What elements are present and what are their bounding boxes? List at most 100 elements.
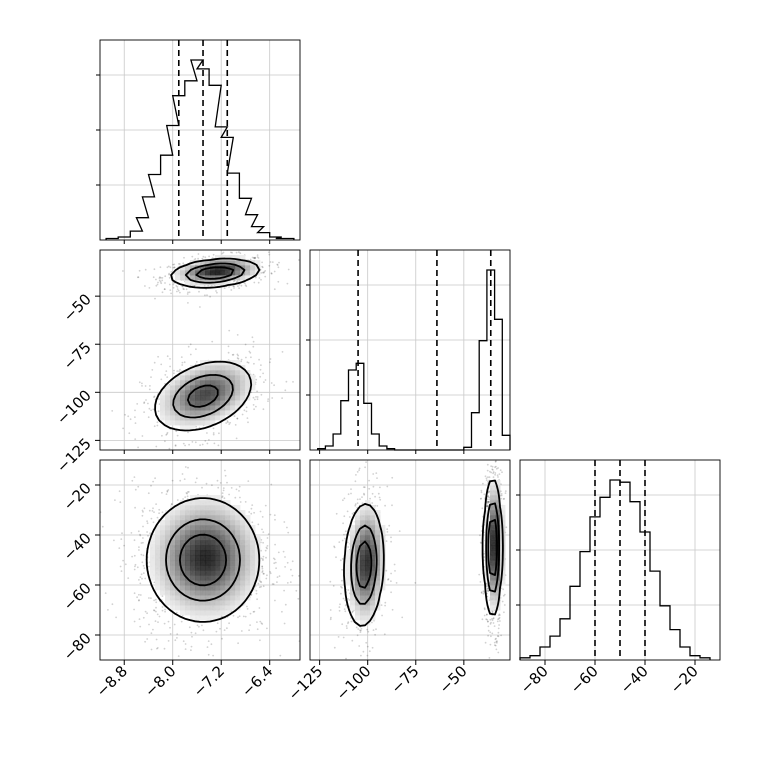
panel-frame — [519, 459, 721, 661]
sample-point — [164, 464, 166, 466]
sample-point — [260, 585, 262, 588]
sample-point — [170, 292, 173, 295]
sample-point — [201, 624, 203, 627]
density-cell — [220, 505, 226, 511]
sample-point — [215, 290, 217, 292]
density-cell — [235, 575, 241, 581]
sample-point — [138, 599, 140, 602]
density-cell — [195, 530, 201, 536]
density-cell — [235, 380, 241, 386]
sample-point — [235, 488, 238, 491]
density-cell — [250, 575, 256, 581]
sample-point — [222, 251, 225, 254]
density-cell — [170, 395, 176, 401]
density-cell — [240, 580, 246, 586]
sample-point — [494, 460, 497, 463]
sample-point — [267, 533, 270, 535]
density-cell — [250, 570, 256, 576]
density-cell — [190, 555, 196, 561]
density-cell — [180, 585, 186, 591]
density-cell — [205, 590, 211, 596]
density-cell — [225, 595, 231, 601]
density-cell — [250, 270, 256, 276]
density-cell — [190, 495, 196, 501]
density-cell — [255, 535, 261, 541]
sample-point — [157, 410, 160, 413]
density-cell — [240, 390, 246, 396]
sample-point — [343, 497, 346, 500]
density-cell — [175, 595, 181, 601]
density-cell — [165, 535, 171, 541]
density-cell — [200, 370, 206, 376]
density-cell — [185, 375, 191, 381]
sample-point — [365, 641, 368, 644]
sample-point — [224, 474, 227, 477]
sample-point — [144, 610, 147, 613]
sample-point — [497, 614, 500, 617]
sample-point — [244, 284, 247, 286]
panel-frame — [99, 459, 301, 661]
sample-point — [495, 465, 497, 468]
sample-point — [242, 615, 245, 618]
density-cell — [185, 525, 191, 531]
sample-point — [262, 558, 264, 560]
sample-point — [274, 518, 276, 521]
sample-point — [489, 631, 492, 634]
sample-point — [267, 251, 270, 254]
sample-point — [184, 466, 187, 468]
density-cell — [210, 370, 216, 376]
sample-point — [144, 268, 147, 271]
sample-point — [237, 357, 240, 360]
sample-point — [148, 623, 150, 626]
sample-point — [394, 667, 396, 669]
hist-panel-p1 — [306, 249, 511, 451]
density-cell — [245, 535, 251, 541]
sample-point — [137, 530, 140, 533]
density-cell — [225, 365, 231, 371]
sample-point — [342, 597, 345, 600]
sample-point — [492, 471, 495, 473]
sample-point — [190, 631, 193, 634]
density-cell — [225, 390, 231, 396]
sample-point — [491, 611, 494, 614]
density-cell — [185, 605, 191, 611]
density-cell — [185, 500, 191, 506]
density-cell — [205, 380, 211, 386]
sample-point — [189, 353, 192, 356]
density-cell — [235, 540, 241, 546]
density-cell — [180, 420, 186, 426]
sample-point — [261, 516, 264, 518]
sample-point — [260, 272, 263, 274]
density-cell — [195, 260, 201, 266]
sample-point — [266, 547, 268, 550]
sample-point — [388, 524, 391, 527]
sample-point — [284, 556, 286, 558]
density-cell — [205, 395, 211, 401]
density-cell — [220, 375, 226, 381]
sample-point — [499, 469, 502, 472]
hist-panel-p2 — [516, 459, 721, 661]
sample-point — [208, 255, 211, 258]
density-cell — [245, 515, 251, 521]
density-cell — [200, 415, 206, 421]
sample-point — [253, 610, 256, 613]
density-cell — [195, 555, 201, 561]
sample-point — [158, 615, 161, 618]
density-cell — [200, 570, 206, 576]
density-cell — [210, 565, 216, 571]
sample-point — [138, 599, 140, 601]
density-cell — [210, 595, 216, 601]
sample-point — [140, 573, 143, 576]
density-cell — [170, 545, 176, 551]
sample-point — [262, 559, 264, 562]
density-cell — [185, 510, 191, 516]
sample-point — [487, 589, 490, 592]
density-cell — [170, 530, 176, 536]
sample-point — [133, 539, 136, 542]
sample-point — [341, 539, 344, 542]
sample-point — [252, 404, 255, 406]
density-cell — [225, 575, 231, 581]
density-cell — [240, 540, 246, 546]
sample-point — [134, 506, 137, 509]
